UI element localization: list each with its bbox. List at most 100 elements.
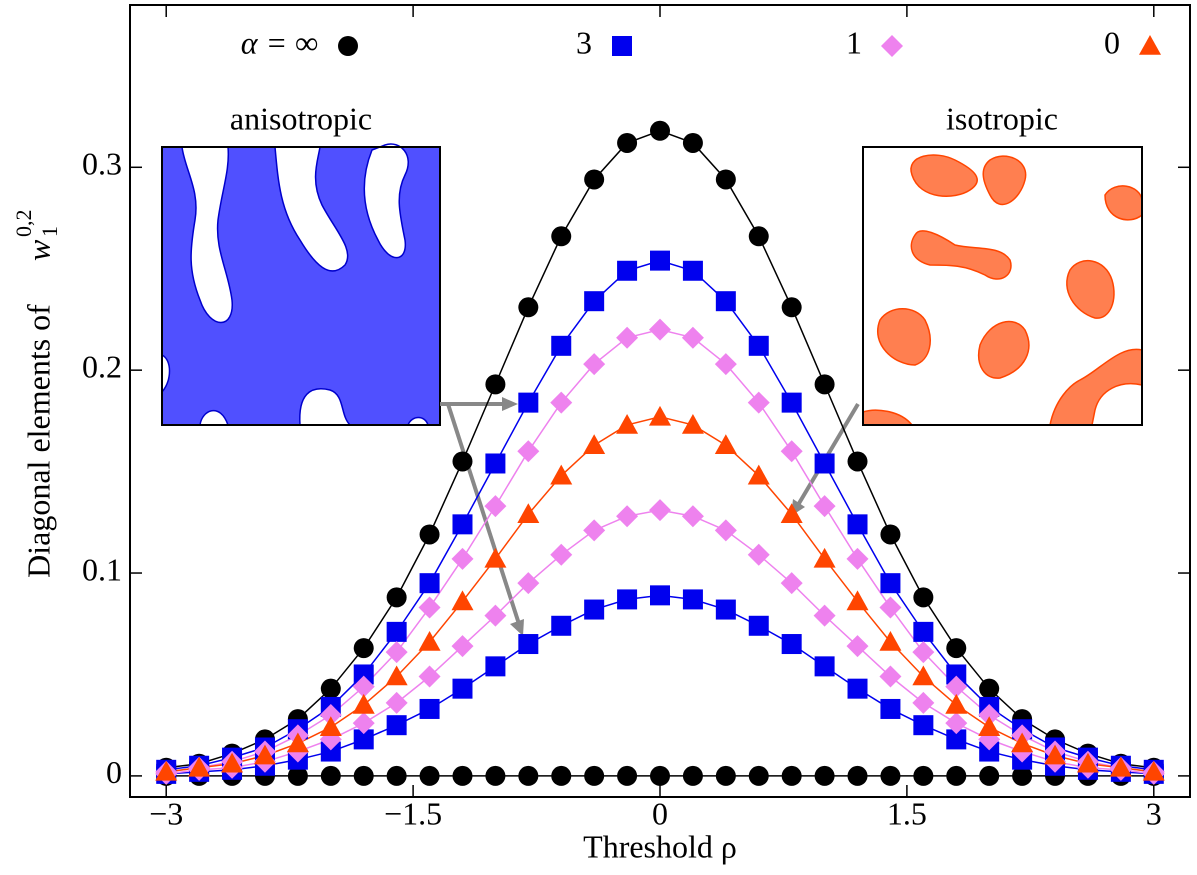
point	[386, 621, 407, 642]
point	[352, 693, 375, 714]
point	[650, 250, 670, 271]
point	[517, 503, 540, 524]
point	[813, 547, 836, 568]
point	[978, 704, 1001, 727]
point	[616, 505, 639, 528]
point	[847, 765, 868, 786]
point	[1044, 744, 1067, 765]
point	[550, 391, 573, 414]
point	[419, 524, 440, 545]
point	[813, 604, 836, 627]
point	[584, 765, 605, 786]
point	[320, 678, 341, 699]
point	[518, 297, 539, 318]
point	[880, 765, 901, 786]
y-tick-label: 0.3	[82, 146, 122, 182]
point	[847, 451, 868, 472]
point	[649, 499, 671, 522]
point	[880, 698, 901, 719]
point	[879, 596, 902, 619]
point	[1012, 765, 1033, 786]
point	[681, 413, 704, 434]
point	[583, 434, 606, 455]
point	[913, 765, 934, 786]
point	[715, 169, 736, 190]
point	[682, 589, 703, 610]
point	[1142, 760, 1165, 781]
x-tick-label: 1.5	[887, 795, 927, 831]
point	[780, 572, 803, 595]
point	[682, 260, 703, 281]
point	[418, 596, 441, 619]
inset-isotropic	[862, 146, 1143, 426]
point	[748, 226, 769, 247]
point	[847, 514, 868, 535]
point	[385, 665, 408, 686]
point	[913, 587, 934, 608]
y-axis-label-sub: 1	[37, 226, 62, 237]
point	[485, 656, 506, 677]
point	[616, 413, 639, 434]
point	[617, 132, 638, 153]
point	[814, 765, 835, 786]
point	[946, 765, 967, 786]
point	[880, 524, 901, 545]
point	[485, 374, 506, 395]
y-tick-label: 0	[106, 754, 122, 790]
point	[617, 765, 638, 786]
point	[714, 519, 737, 542]
plot-frame	[129, 4, 1191, 798]
point	[518, 634, 539, 655]
point	[747, 543, 770, 566]
point	[879, 631, 902, 651]
point	[451, 635, 474, 658]
point	[319, 704, 342, 727]
point	[912, 691, 935, 714]
series-line	[166, 509, 1154, 775]
y-axis-label: Diagonal elements of	[20, 304, 56, 578]
point	[452, 514, 473, 535]
point	[649, 405, 671, 426]
point	[913, 715, 934, 736]
point	[814, 656, 835, 677]
point	[221, 752, 244, 773]
point	[550, 543, 573, 566]
point	[846, 590, 869, 611]
point	[583, 353, 606, 376]
point	[617, 260, 638, 281]
point	[715, 599, 736, 620]
legend-label: 3	[576, 24, 592, 60]
point	[451, 547, 474, 570]
point	[747, 391, 770, 414]
point	[780, 440, 803, 463]
point	[847, 678, 868, 699]
point	[485, 453, 506, 474]
point	[715, 291, 736, 312]
annotation: isotropic	[946, 100, 1058, 136]
point	[188, 756, 211, 777]
point	[352, 675, 375, 698]
point	[748, 335, 769, 356]
legend-marker	[1139, 35, 1161, 55]
point	[353, 664, 374, 685]
point	[551, 765, 572, 786]
point	[419, 573, 440, 594]
point	[352, 712, 375, 735]
point	[880, 573, 901, 594]
y-tick-label: 0.1	[82, 551, 122, 587]
point	[781, 765, 802, 786]
point	[945, 712, 968, 735]
point	[385, 691, 408, 714]
point	[979, 741, 1000, 762]
point	[286, 732, 309, 753]
series-line	[166, 594, 1154, 775]
point	[781, 297, 802, 318]
point	[584, 291, 605, 312]
point	[978, 716, 1001, 737]
point	[649, 318, 671, 341]
x-axis-label: Threshold ρ	[583, 828, 737, 864]
point	[320, 741, 341, 762]
point	[814, 453, 835, 474]
legend-marker	[881, 35, 903, 57]
